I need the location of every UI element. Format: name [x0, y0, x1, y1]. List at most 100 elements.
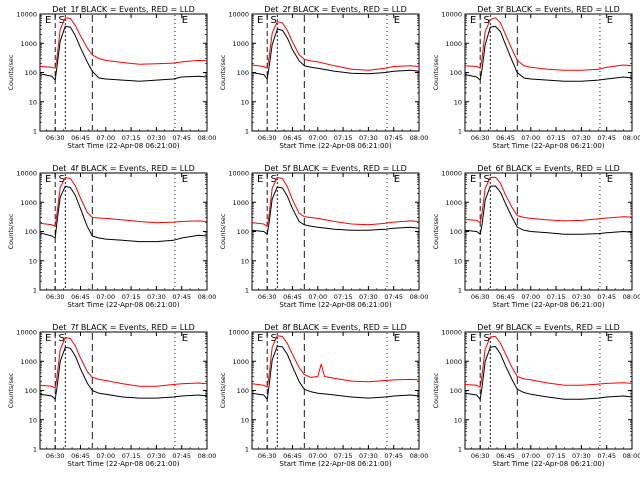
- x-axis-label: Start Time (22-Apr-08 06:21:00): [279, 301, 391, 309]
- y-tick-label: 1000: [445, 199, 462, 207]
- x-tick-label: 07:45: [172, 452, 191, 460]
- x-tick-label: 06:45: [283, 452, 302, 460]
- x-tick-label: 06:30: [46, 134, 65, 142]
- x-tick-label: 06:30: [46, 452, 65, 460]
- y-tick-label: 1000: [445, 40, 462, 48]
- marker-letter: E: [257, 174, 263, 185]
- events-series-line: [39, 346, 208, 400]
- events-series-line: [464, 346, 633, 400]
- y-tick-label: 10000: [228, 170, 249, 178]
- y-tick-label: 1: [33, 446, 37, 454]
- x-tick-label: 06:30: [46, 293, 65, 301]
- lld-series-line: [39, 177, 208, 227]
- y-tick-label: 1000: [20, 199, 37, 207]
- y-axis-label: Counts/sec: [432, 54, 440, 90]
- y-tick-label: 1: [245, 128, 249, 136]
- panel-title: Det_3f BLACK = Events, RED = LLD: [477, 5, 620, 14]
- marker-letter: E: [182, 333, 188, 344]
- y-tick-label: 10: [29, 416, 37, 424]
- y-tick-label: 1000: [232, 358, 249, 366]
- y-axis-label: Counts/sec: [219, 213, 227, 249]
- panel-title: Det_1f BLACK = Events, RED = LLD: [52, 5, 195, 14]
- x-tick-label: 06:30: [258, 134, 277, 142]
- x-tick-label: 06:45: [496, 293, 515, 301]
- x-tick-label: 06:30: [258, 452, 277, 460]
- y-tick-label: 1: [458, 128, 462, 136]
- x-tick-label: 07:15: [547, 293, 566, 301]
- marker-letter: E: [182, 174, 188, 185]
- y-tick-label: 100: [237, 228, 249, 236]
- x-tick-label: 07:30: [359, 134, 378, 142]
- marker-letter: S: [484, 333, 490, 344]
- y-tick-label: 10000: [441, 170, 462, 178]
- y-tick-label: 1000: [445, 358, 462, 366]
- y-tick-label: 100: [450, 387, 462, 395]
- marker-letter: S: [484, 174, 490, 185]
- y-tick-label: 1000: [20, 358, 37, 366]
- marker-letter: E: [394, 15, 400, 26]
- x-axis-label: Start Time (22-Apr-08 06:21:00): [279, 142, 391, 150]
- marker-letter: E: [45, 174, 51, 185]
- x-tick-label: 06:45: [496, 452, 515, 460]
- marker-letter: E: [45, 15, 51, 26]
- y-tick-label: 10: [241, 257, 249, 265]
- x-tick-label: 07:00: [308, 293, 327, 301]
- detector-panel: Det_2f BLACK = Events, RED = LLD 1 10 100 10…: [219, 5, 428, 150]
- y-axis-label: Counts/sec: [432, 213, 440, 249]
- marker-letter: S: [271, 174, 277, 185]
- x-tick-label: 07:00: [521, 293, 540, 301]
- x-axis-label: Start Time (22-Apr-08 06:21:00): [492, 142, 604, 150]
- detector-panel: Det_1f BLACK = Events, RED = LLD 1 10 100 10…: [7, 5, 216, 150]
- y-tick-label: 10: [241, 98, 249, 106]
- detector-panel: Det_6f BLACK = Events, RED = LLD 1 10 100 10…: [432, 164, 640, 309]
- marker-letter: E: [607, 174, 613, 185]
- y-tick-label: 10000: [228, 329, 249, 337]
- x-tick-label: 08:00: [410, 134, 429, 142]
- marker-letter: S: [59, 174, 65, 185]
- x-tick-label: 07:30: [147, 452, 166, 460]
- x-axis-label: Start Time (22-Apr-08 06:21:00): [279, 460, 391, 468]
- detector-panel: Det_4f BLACK = Events, RED = LLD 1 10 100 10…: [7, 164, 216, 309]
- x-tick-label: 07:30: [359, 293, 378, 301]
- x-tick-label: 07:30: [147, 293, 166, 301]
- y-tick-label: 1: [458, 287, 462, 295]
- x-axis-label: Start Time (22-Apr-08 06:21:00): [67, 301, 179, 309]
- x-tick-label: 07:00: [521, 452, 540, 460]
- panel-title: Det_8f BLACK = Events, RED = LLD: [264, 323, 407, 332]
- x-tick-label: 07:30: [147, 134, 166, 142]
- y-axis-label: Counts/sec: [7, 54, 15, 90]
- x-tick-label: 06:45: [283, 134, 302, 142]
- marker-letter: E: [182, 15, 188, 26]
- panel-title: Det_4f BLACK = Events, RED = LLD: [52, 164, 195, 173]
- y-tick-label: 1000: [20, 40, 37, 48]
- x-tick-label: 07:15: [122, 134, 141, 142]
- y-tick-label: 10: [454, 98, 462, 106]
- x-tick-label: 07:45: [172, 134, 191, 142]
- detector-panel: Det_9f BLACK = Events, RED = LLD 1 10 100 10…: [432, 323, 640, 468]
- y-tick-label: 100: [25, 69, 37, 77]
- y-tick-label: 1000: [232, 199, 249, 207]
- lld-series-line: [464, 336, 633, 388]
- x-tick-label: 07:00: [521, 134, 540, 142]
- y-tick-label: 1: [33, 287, 37, 295]
- x-axis-label: Start Time (22-Apr-08 06:21:00): [492, 301, 604, 309]
- x-tick-label: 07:15: [122, 452, 141, 460]
- y-axis-label: Counts/sec: [219, 54, 227, 90]
- x-tick-label: 06:45: [71, 293, 90, 301]
- x-tick-label: 07:45: [597, 452, 616, 460]
- marker-letter: E: [257, 15, 263, 26]
- x-tick-label: 07:15: [122, 293, 141, 301]
- y-tick-label: 10: [454, 416, 462, 424]
- lld-series-line: [251, 335, 420, 388]
- y-axis-label: Counts/sec: [432, 372, 440, 408]
- x-tick-label: 07:15: [547, 452, 566, 460]
- x-tick-label: 06:45: [71, 134, 90, 142]
- x-tick-label: 06:45: [496, 134, 515, 142]
- lld-series-line: [464, 17, 633, 71]
- marker-letter: E: [257, 333, 263, 344]
- x-tick-label: 06:30: [471, 134, 490, 142]
- y-tick-label: 100: [450, 69, 462, 77]
- x-tick-label: 07:30: [359, 452, 378, 460]
